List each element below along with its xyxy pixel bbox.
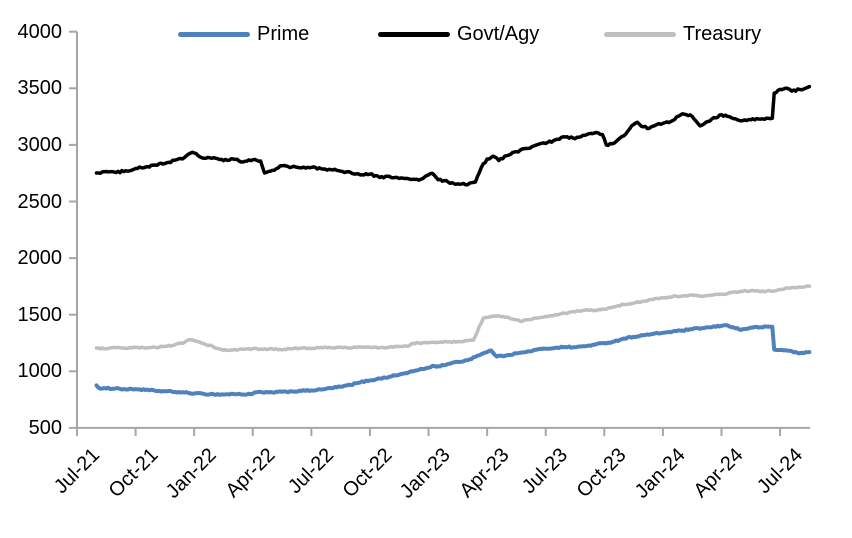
legend-label-treasury: Treasury bbox=[683, 22, 762, 45]
legend-item-govt-agy: Govt/Agy bbox=[378, 22, 539, 46]
chart-line-govt-agy bbox=[94, 84, 812, 187]
y-tick-label: 1500 bbox=[17, 303, 63, 326]
y-tick-label: 3000 bbox=[17, 133, 63, 156]
govt-agy-line-swatch-icon bbox=[378, 31, 450, 37]
legend-item-treasury: Treasury bbox=[604, 22, 761, 46]
y-tick-label: 2500 bbox=[17, 190, 63, 213]
y-tick-label: 1000 bbox=[17, 360, 63, 383]
y-tick-label: 3500 bbox=[17, 77, 63, 100]
legend-item-prime: Prime bbox=[178, 22, 309, 46]
series-lines bbox=[94, 84, 812, 397]
axes bbox=[69, 30, 810, 436]
prime-line-swatch-icon bbox=[178, 31, 250, 37]
legend-label-prime: Prime bbox=[257, 22, 310, 45]
y-tick-label: 2000 bbox=[17, 247, 63, 270]
chart-line-prime bbox=[94, 323, 812, 397]
y-tick-label: 4000 bbox=[17, 20, 63, 43]
treasury-line-swatch-icon bbox=[604, 31, 676, 37]
y-tick-label: 500 bbox=[28, 416, 62, 439]
chart-line-treasury bbox=[94, 284, 812, 353]
legend-label-govt-agy: Govt/Agy bbox=[457, 22, 540, 45]
